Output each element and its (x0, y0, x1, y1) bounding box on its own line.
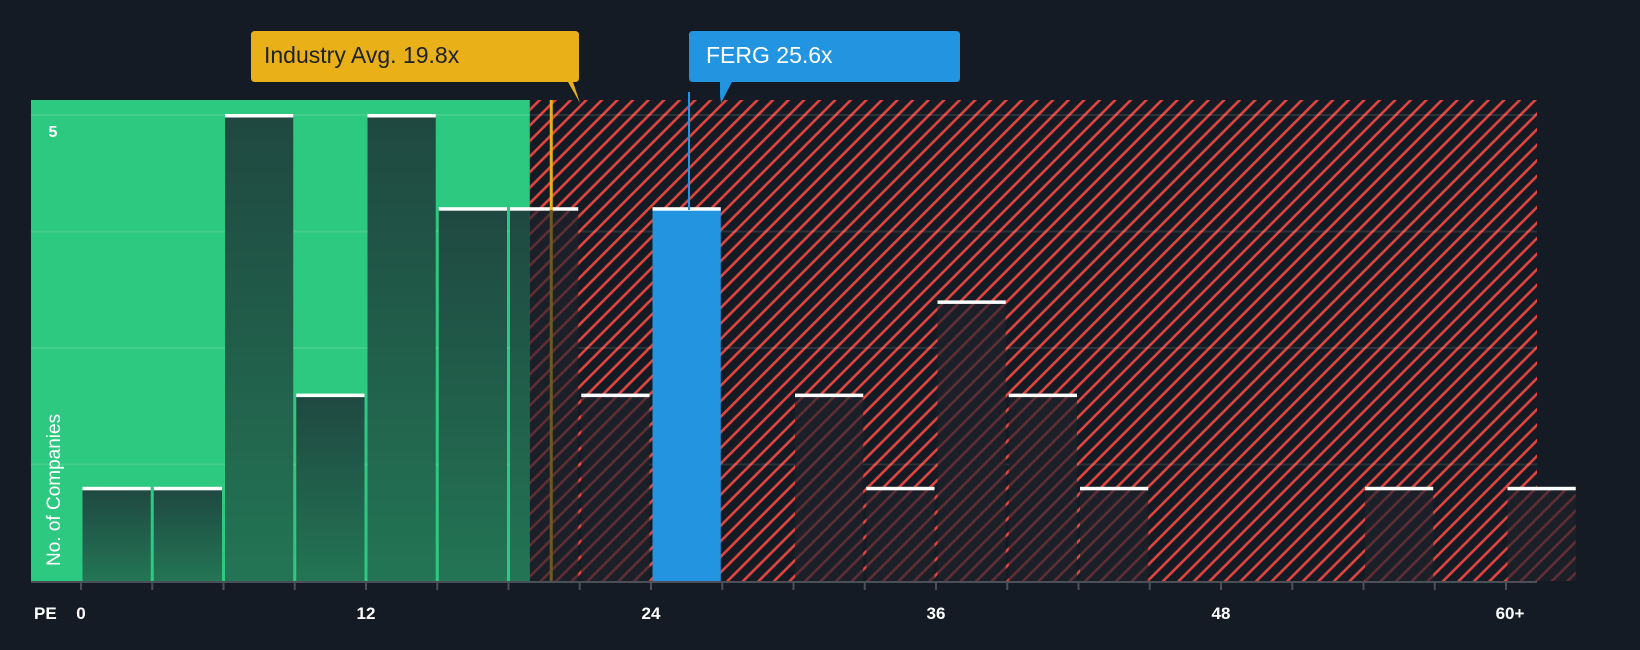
histogram-bar (866, 486, 935, 581)
company-callout: FERG 25.6x (689, 31, 960, 103)
bar-cap (866, 486, 935, 491)
x-tick-label: 0 (76, 604, 85, 623)
histogram-bar (225, 114, 294, 581)
histogram-bar (652, 207, 721, 581)
bar-cap (795, 393, 864, 398)
x-tick-label: 60+ (1496, 604, 1525, 623)
bar-cap (82, 486, 151, 491)
x-tick-label: 36 (927, 604, 946, 623)
bar-cap (1365, 486, 1434, 491)
bar-cap (296, 393, 365, 398)
x-tick-label: 48 (1212, 604, 1231, 623)
bar-cap (937, 300, 1006, 304)
bar-cap (225, 114, 294, 118)
histogram-bar (438, 207, 507, 581)
y-axis-title: No. of Companies (44, 414, 65, 566)
company-label: FERG 25.6x (706, 42, 833, 68)
x-tick-label: 24 (642, 604, 661, 623)
y-max-tick-label: 5 (49, 124, 58, 141)
bar-cap (510, 207, 579, 211)
histogram-bar (1507, 486, 1576, 581)
bar-cap (367, 114, 436, 118)
reference-markers (549, 92, 690, 581)
industry-average-callout: Industry Avg. 19.8x (251, 31, 580, 103)
histogram-bar (1365, 486, 1434, 581)
histogram-bar (1008, 393, 1077, 581)
histogram-bar (153, 486, 222, 581)
histogram-bar (937, 300, 1006, 581)
histogram-bar (581, 393, 650, 581)
histogram-bar (296, 393, 365, 581)
bar-cap (153, 486, 222, 491)
histogram-bar (510, 207, 579, 581)
industry-average-label: Industry Avg. 19.8x (264, 42, 460, 68)
histogram-bars (82, 114, 1576, 581)
histogram-bar (795, 393, 864, 581)
x-axis-title: PE (34, 604, 57, 623)
histogram-bar (367, 114, 436, 581)
bar-cap (1507, 486, 1576, 491)
bar-cap (1008, 393, 1077, 398)
bar-cap (1080, 486, 1149, 491)
bar-cap (438, 207, 507, 211)
bar-cap (652, 207, 721, 211)
x-tick-label: 12 (357, 604, 376, 623)
histogram-bar (1080, 486, 1149, 581)
x-axis: 0 12 24 36 48 60+ (31, 581, 1537, 623)
bar-cap (581, 393, 650, 398)
histogram-bar (82, 486, 151, 581)
